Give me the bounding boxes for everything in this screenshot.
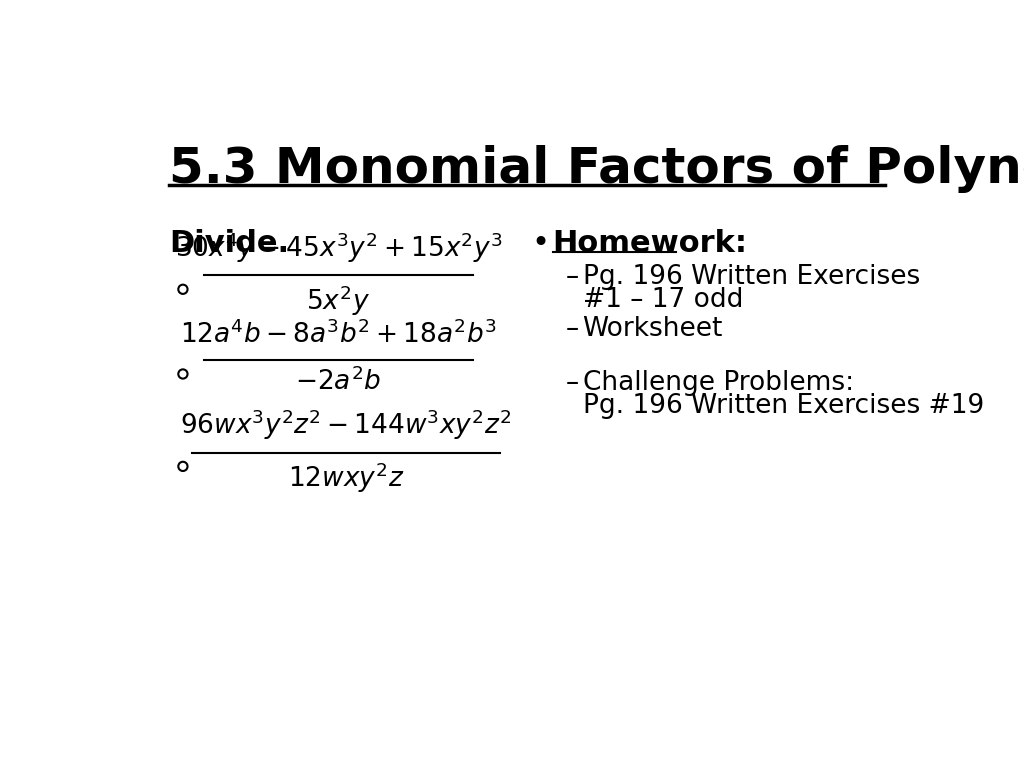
Text: $12wxy^{2}z$: $12wxy^{2}z$ xyxy=(288,460,404,495)
Text: $30x^{4}y-45x^{3}y^{2}+15x^{2}y^{3}$: $30x^{4}y-45x^{3}y^{2}+15x^{2}y^{3}$ xyxy=(175,230,502,265)
Text: –: – xyxy=(565,316,579,343)
Text: Challenge Problems:: Challenge Problems: xyxy=(583,370,854,396)
Text: Divide.: Divide. xyxy=(169,229,289,258)
Text: Pg. 196 Written Exercises: Pg. 196 Written Exercises xyxy=(583,264,920,290)
Text: Pg. 196 Written Exercises #19: Pg. 196 Written Exercises #19 xyxy=(583,393,984,419)
Text: –: – xyxy=(565,264,579,290)
Text: 5.3 Monomial Factors of Polynomials: 5.3 Monomial Factors of Polynomials xyxy=(169,144,1024,193)
Text: –: – xyxy=(565,370,579,396)
Text: $12a^{4}b-8a^{3}b^{2}+18a^{2}b^{3}$: $12a^{4}b-8a^{3}b^{2}+18a^{2}b^{3}$ xyxy=(180,321,497,349)
Text: Worksheet: Worksheet xyxy=(583,316,723,343)
Text: #1 – 17 odd: #1 – 17 odd xyxy=(583,287,743,313)
Text: $5x^{2}y$: $5x^{2}y$ xyxy=(306,283,371,318)
Text: $96wx^{3}y^{2}z^{2}-144w^{3}xy^{2}z^{2}$: $96wx^{3}y^{2}z^{2}-144w^{3}xy^{2}z^{2}$ xyxy=(180,407,512,442)
Text: $-2a^{2}b$: $-2a^{2}b$ xyxy=(295,368,382,396)
Text: •: • xyxy=(531,229,549,258)
Text: Homework:: Homework: xyxy=(553,229,748,258)
